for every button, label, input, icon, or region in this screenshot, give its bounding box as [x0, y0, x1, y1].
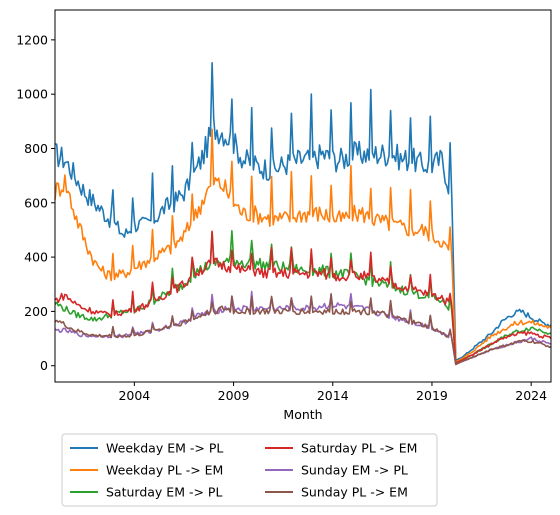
series-line-1 — [54, 62, 552, 362]
y-tick-label: 1200 — [16, 32, 48, 47]
y-tick-label: 800 — [24, 141, 48, 156]
series-line-4 — [54, 230, 552, 364]
legend-label: Saturday PL -> EM — [301, 441, 417, 456]
plot-frame — [54, 9, 552, 383]
legend-label: Sunday EM -> PL — [301, 463, 408, 478]
legend-label: Weekday EM -> PL — [106, 441, 223, 456]
x-tick-label: 2004 — [118, 388, 150, 403]
x-tick-label: 2024 — [515, 388, 547, 403]
series-line-2 — [54, 128, 552, 363]
x-axis: 2004 2009 2014 2019 2024 — [118, 382, 547, 403]
plot-series-group — [54, 62, 552, 366]
series-line-6 — [54, 293, 552, 366]
legend-label: Saturday EM -> PL — [106, 485, 222, 500]
x-tick-label: 2014 — [317, 388, 349, 403]
x-axis-title: Month — [283, 407, 322, 422]
legend: Weekday EM -> PL Weekday PL -> EM Saturday… — [61, 433, 438, 507]
y-tick-label: 600 — [24, 195, 48, 210]
y-tick-label: 400 — [24, 250, 48, 265]
x-tick-label: 2019 — [416, 388, 448, 403]
legend-label: Weekday PL -> EM — [106, 463, 223, 478]
y-tick-label: 0 — [40, 358, 48, 373]
x-tick-label: 2009 — [218, 388, 250, 403]
y-axis: 0 200 400 600 800 1000 1200 — [16, 32, 55, 373]
legend-label: Sunday PL -> EM — [301, 485, 408, 500]
y-tick-label: 200 — [24, 304, 48, 319]
series-line-3 — [54, 230, 552, 364]
legend-frame — [61, 433, 438, 507]
y-tick-label: 1000 — [16, 87, 48, 102]
